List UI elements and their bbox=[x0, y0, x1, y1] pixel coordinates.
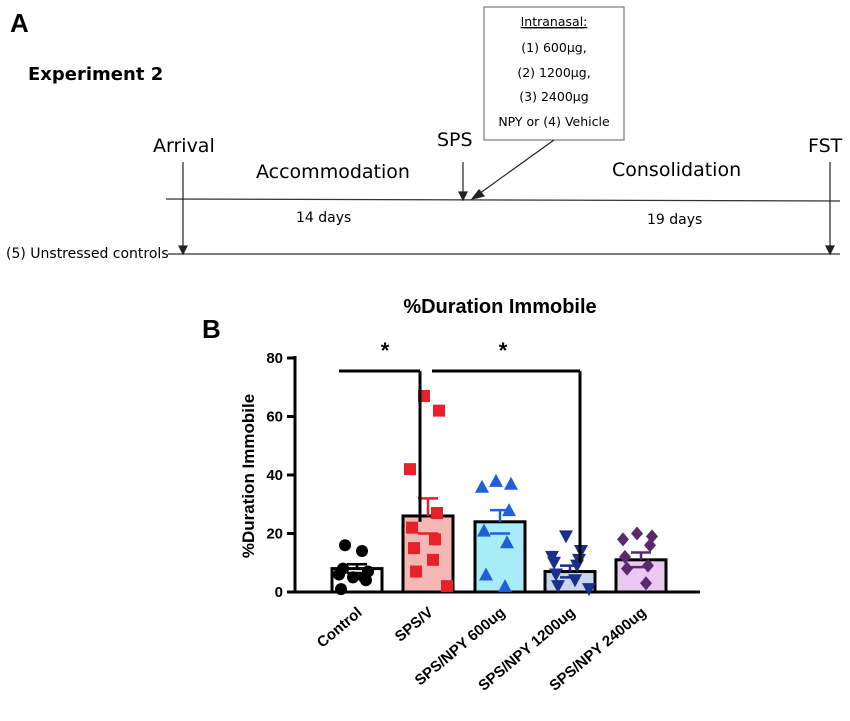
sig-marker-2: * bbox=[499, 338, 508, 363]
arrival-label: Arrival bbox=[153, 135, 215, 157]
accommodation-label: Accommodation bbox=[256, 161, 410, 183]
box-line-4: NPY or (4) Vehicle bbox=[498, 114, 610, 129]
data-point-1 bbox=[441, 580, 453, 593]
data-point-4 bbox=[642, 558, 654, 573]
y-tick-label: 20 bbox=[266, 526, 283, 543]
sps-arrowhead bbox=[458, 191, 468, 202]
chart-title: %Duration Immobile bbox=[403, 296, 596, 318]
y-tick-label: 40 bbox=[266, 467, 283, 484]
data-point-1 bbox=[406, 521, 418, 534]
data-point-2 bbox=[477, 523, 491, 537]
data-point-2 bbox=[498, 579, 512, 593]
experiment-title: Experiment 2 bbox=[28, 64, 163, 85]
data-point-2 bbox=[504, 476, 518, 490]
data-point-1 bbox=[433, 404, 445, 417]
data-point-0 bbox=[358, 571, 370, 584]
timeline-upper bbox=[165, 198, 841, 202]
category-label-1: SPS/V bbox=[392, 604, 437, 645]
intranasal-box bbox=[483, 6, 625, 141]
timeline-arrows bbox=[178, 139, 835, 256]
data-point-0 bbox=[347, 571, 359, 584]
data-point-3 bbox=[549, 568, 563, 582]
data-point-2 bbox=[500, 535, 514, 549]
data-point-3 bbox=[570, 559, 584, 573]
bar-4 bbox=[614, 558, 668, 594]
data-point-4 bbox=[631, 526, 643, 541]
data-point-1 bbox=[429, 533, 441, 546]
data-point-4 bbox=[619, 549, 631, 564]
box-pointer bbox=[475, 139, 555, 197]
data-point-2 bbox=[502, 503, 516, 517]
panel-b-letter: B bbox=[202, 314, 221, 344]
box-pointer-head bbox=[470, 189, 486, 201]
data-point-3 bbox=[547, 556, 561, 570]
data-point-1 bbox=[404, 463, 416, 476]
data-point-1 bbox=[410, 565, 422, 578]
data-point-4 bbox=[617, 532, 629, 547]
unstressed-label: (5) Unstressed controls bbox=[6, 246, 169, 262]
data-point-0 bbox=[337, 562, 349, 575]
box-line-3: (3) 2400µg bbox=[519, 89, 588, 104]
data-point-2 bbox=[479, 567, 493, 581]
data-point-4 bbox=[621, 561, 633, 576]
data-point-2 bbox=[475, 479, 489, 493]
y-tick-label: 80 bbox=[266, 350, 283, 367]
fst-label: FST bbox=[808, 135, 843, 157]
data-point-1 bbox=[427, 553, 439, 566]
y-tick-label: 0 bbox=[275, 584, 283, 601]
consolidation-days: 19 days bbox=[647, 212, 702, 228]
data-point-0 bbox=[356, 545, 368, 558]
y-axis-label: %Duration Immobile bbox=[239, 394, 258, 558]
data-point-4 bbox=[640, 576, 652, 591]
data-point-3 bbox=[568, 574, 582, 588]
box-line-1: (1) 600µg, bbox=[521, 40, 586, 55]
data-point-3 bbox=[551, 580, 565, 594]
category-label-0: Control bbox=[314, 604, 366, 651]
data-point-1 bbox=[408, 542, 420, 555]
sig-marker-1: * bbox=[381, 338, 390, 363]
arrival-arrowhead bbox=[178, 245, 188, 256]
data-point-1 bbox=[431, 507, 443, 520]
accommodation-days: 14 days bbox=[296, 210, 351, 226]
box-line-title: Intranasal: bbox=[521, 14, 588, 29]
consolidation-label: Consolidation bbox=[612, 159, 741, 181]
fst-arrowhead bbox=[825, 245, 835, 256]
y-tick-label: 60 bbox=[266, 409, 283, 426]
sps-label: SPS bbox=[437, 129, 473, 151]
data-point-3 bbox=[559, 530, 573, 544]
data-point-0 bbox=[339, 539, 351, 552]
data-point-0 bbox=[335, 583, 347, 596]
data-point-2 bbox=[489, 473, 503, 487]
data-point-3 bbox=[582, 583, 596, 597]
panel-a-letter: A bbox=[10, 8, 29, 38]
data-point-4 bbox=[644, 538, 656, 553]
box-line-2: (2) 1200µg, bbox=[517, 65, 590, 80]
